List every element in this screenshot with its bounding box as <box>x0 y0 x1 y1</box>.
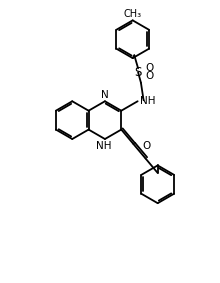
Text: O: O <box>142 141 150 151</box>
Text: N: N <box>101 90 109 100</box>
Text: O: O <box>145 71 153 81</box>
Text: O: O <box>145 63 153 73</box>
Text: NH: NH <box>140 96 155 106</box>
Text: S: S <box>134 66 142 79</box>
Text: CH₃: CH₃ <box>124 9 142 19</box>
Text: NH: NH <box>96 140 112 151</box>
